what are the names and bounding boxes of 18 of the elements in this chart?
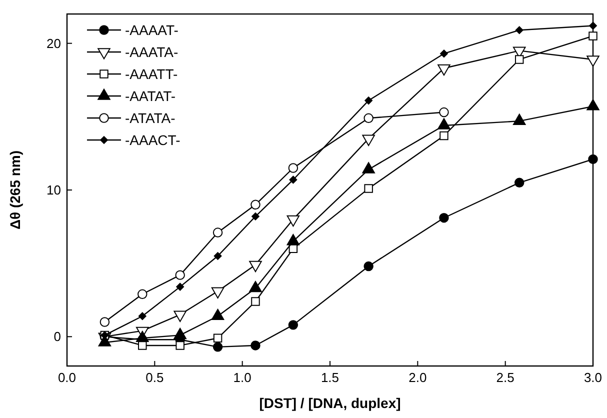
legend-label: -ATATA- — [125, 110, 176, 126]
y-tick-label: 10 — [46, 182, 61, 198]
x-axis-title: [DST] / [DNA, duplex] — [259, 395, 401, 411]
y-tick-label: 0 — [54, 329, 61, 344]
x-tick-label: 0.0 — [58, 370, 76, 385]
legend-label: -AAAAT- — [125, 22, 179, 38]
x-tick-label: 2.5 — [496, 370, 514, 385]
x-tick-label: 0.5 — [146, 370, 164, 385]
legend-label: -AATAT- — [125, 88, 176, 104]
y-axis-title: Δθ (265 nm) — [7, 150, 23, 230]
legend-label: -AAATT- — [125, 66, 178, 82]
x-tick-label: 2.0 — [408, 370, 427, 385]
legend-label: -AAATA- — [125, 44, 178, 60]
y-tick-label: 20 — [46, 36, 61, 51]
x-tick-label: 1.5 — [320, 370, 340, 385]
x-tick-label: 1.0 — [233, 370, 252, 385]
legend-label: -AAACT- — [125, 132, 181, 148]
x-tick-label: 3.0 — [584, 370, 602, 385]
